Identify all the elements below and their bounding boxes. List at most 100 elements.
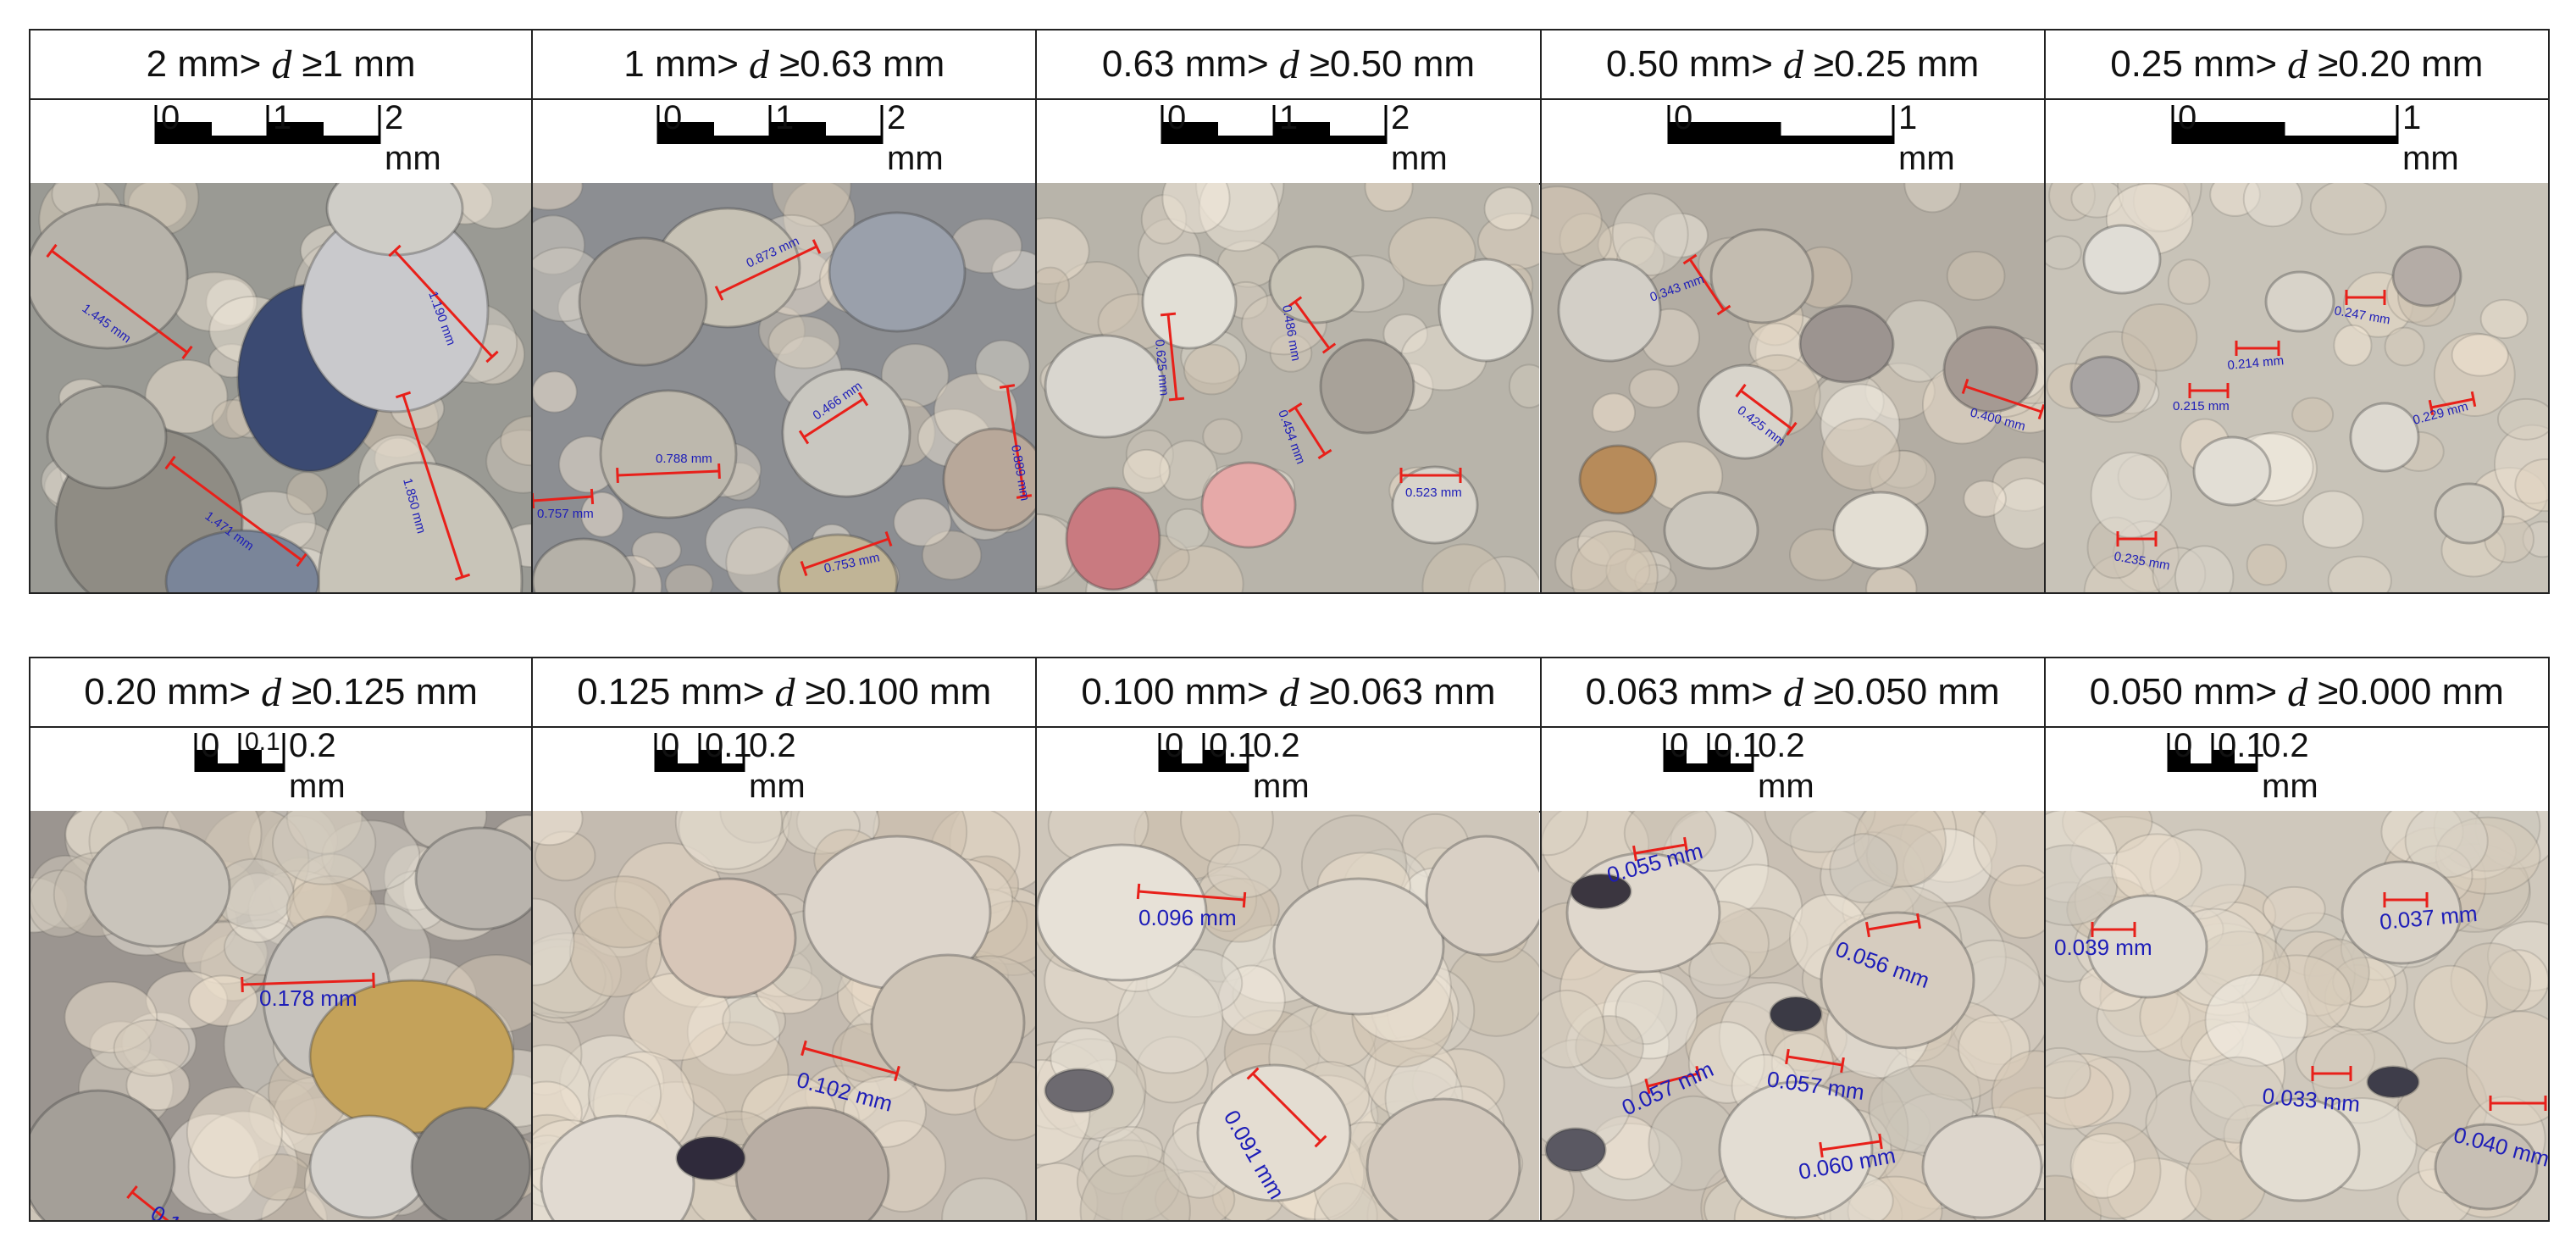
sample-panel: 0.100 mm> d ≥0.063 mm 0 0.1 0.2 mm 0.096 mm 0.…: [1037, 657, 1542, 1222]
measurement-label: 0.096 mm: [1138, 905, 1237, 930]
scale-bar-segment: [1182, 763, 1205, 772]
title-variable: d: [1772, 42, 1814, 87]
scale-bar-segment: [656, 750, 679, 772]
scale-bar-segment: [1686, 763, 1709, 772]
scale-tick-label: 1: [775, 99, 794, 136]
sand-grain: [1820, 911, 1975, 1050]
sample-panel: 0.063 mm> d ≥0.050 mm 0 0.1 0.2 mm 0.055 mm 0.…: [1541, 657, 2046, 1222]
sand-grain: [1319, 338, 1415, 435]
scale-tick-label: 1: [1279, 99, 1298, 136]
scale-tick-label: 0: [661, 727, 679, 764]
panel-row-1: 2 mm> d ≥1 mm 0 1 2 mm 1.445 mm 1.190 mm 1.471 …: [29, 29, 2550, 594]
title-range-lower: ≥0.63 mm: [778, 43, 945, 85]
scale-tick-label: 0: [2178, 99, 2197, 136]
micrograph-photo: 0.343 mm 0.425 mm 0.400 mm: [1541, 183, 2044, 594]
sand-grain: [540, 1114, 695, 1220]
grain-measurement: 0.523 mm: [1399, 468, 1462, 500]
sand-grain: [2434, 482, 2505, 545]
sand-grain: [781, 368, 911, 498]
sand-grain: [1557, 258, 1662, 363]
title-range-lower: ≥0.050 mm: [1813, 671, 2000, 713]
scale-bar: 0 0.10.2 mm: [2167, 727, 2318, 805]
sand-grain: [1196, 1063, 1352, 1202]
scale-tick-label: 2: [1391, 99, 1410, 136]
title-variable: d: [1772, 669, 1814, 715]
scale-bar-segment: [2285, 136, 2397, 144]
sand-grain: [1578, 444, 1658, 515]
sand-grain: [1942, 325, 2039, 413]
scale-bar-segment: [2172, 122, 2285, 144]
scale-bar-cell: 0 1 mm: [2045, 97, 2548, 185]
scale-unit-label: mm: [1758, 768, 1814, 805]
panel-title: 0.50 mm> d ≥0.25 mm: [1541, 29, 2044, 100]
figure-grid: 2 mm> d ≥1 mm 0 1 2 mm 1.445 mm 1.190 mm 1.471 …: [29, 29, 2550, 1222]
sand-grain: [84, 826, 231, 948]
micrograph-photo: 0.247 mm 0.214 mm 0.215 mm 0.229 mm 0.235 mm: [2045, 183, 2548, 594]
scale-unit-label: mm: [1253, 768, 1310, 805]
scale-bar-segment: [770, 122, 827, 144]
title-variable: d: [261, 42, 302, 87]
measurement-label: 0.039 mm: [2054, 935, 2152, 960]
scale-bar-segment: [240, 750, 262, 772]
micrograph-photo: 0.096 mm 0.091 mm: [1037, 811, 1540, 1222]
grain-image: 0.055 mm0.056 mm0.057 mm 0.057 mm0.060 mm: [1541, 811, 2044, 1220]
scale-bar-segment: [700, 750, 723, 772]
scale-tick-label: 0: [663, 99, 682, 136]
sand-grain: [1709, 228, 1814, 325]
title-range-upper: 0.125 mm>: [577, 671, 765, 713]
scale-tick-label: 0: [1165, 727, 1183, 764]
sand-grain: [1832, 491, 1929, 570]
scale-bar-segment: [268, 122, 324, 144]
sand-grain: [1200, 461, 1297, 549]
scale-tick-label: 0.1: [2218, 727, 2265, 764]
scale-bar: 0 1 mm: [1667, 99, 1954, 177]
sand-grain: [1065, 486, 1161, 591]
scale-bar-segment: [262, 763, 284, 772]
sand-grain: [1438, 258, 1534, 363]
panel-row-2: 0.20 mm> d ≥0.125 mm 0 0.1 0.2 mm 0.178 mm 0.1…: [29, 657, 2550, 1222]
scale-bar-segment: [324, 136, 379, 144]
grain-measurement: 0.625 mm: [1152, 312, 1185, 402]
scale-tick-label: 0.2: [749, 727, 796, 764]
measurement-label: 0.215 mm: [2173, 399, 2230, 413]
panel-title: 0.100 mm> d ≥0.063 mm: [1037, 657, 1540, 728]
sand-grain: [675, 1135, 746, 1181]
sand-grain: [599, 389, 738, 519]
sand-grain: [1044, 334, 1166, 439]
micrograph-photo: 0.873 mm 0.466 mm 0.889 mm 0.788 mm 0.753 mm…: [533, 183, 1036, 594]
scale-bar-segment: [1730, 763, 1753, 772]
scale-bar: 0 0.10.2 mm: [1158, 727, 1310, 805]
title-range-upper: 2 mm>: [146, 43, 262, 85]
scale-bar-segment: [1204, 750, 1227, 772]
sand-grain: [1272, 877, 1445, 1016]
sand-grain: [410, 1106, 532, 1220]
sand-grain: [1718, 1080, 1874, 1219]
sample-panel: 0.050 mm> d ≥0.000 mm 0 0.1 0.2 mm 0.039 mm 0.…: [2045, 657, 2550, 1222]
scale-tick-label: 1: [273, 99, 291, 136]
scale-bar: 0 0.10.2 mm: [1663, 727, 1814, 805]
title-variable: d: [2277, 669, 2318, 715]
scale-bar-segment: [156, 122, 212, 144]
sand-grain: [2434, 1123, 2539, 1211]
sand-grain: [2349, 402, 2420, 473]
scale-unit-label: mm: [1391, 140, 1448, 177]
scale-bar-segment: [678, 763, 701, 772]
sample-panel: 0.125 mm> d ≥0.100 mm 0 0.1 0.2 mm 0.102 mm: [533, 657, 1038, 1222]
scale-unit-label: mm: [887, 140, 944, 177]
sand-grain: [1037, 843, 1208, 982]
scale-tick-label: 0: [1167, 99, 1186, 136]
scale-unit-label: mm: [2402, 140, 2459, 177]
sample-panel: 0.20 mm> d ≥0.125 mm 0 0.1 0.2 mm 0.178 mm 0.1: [29, 657, 534, 1222]
scale-tick-label: 0.1: [245, 728, 280, 756]
title-range-upper: 0.063 mm>: [1585, 671, 1773, 713]
scale-tick-label: 0: [161, 99, 180, 136]
panel-title: 0.25 mm> d ≥0.20 mm: [2045, 29, 2548, 100]
scale-bar-segment: [1781, 136, 1893, 144]
sand-grain: [1769, 996, 1823, 1033]
measurement-label: 0.757 mm: [537, 507, 594, 521]
title-variable: d: [1268, 669, 1310, 715]
title-variable: d: [251, 669, 292, 715]
scale-unit-label: mm: [749, 768, 806, 805]
micrograph-photo: 0.055 mm 0.056 mm 0.057 mm 0.057 mm 0.060 mm: [1541, 811, 2044, 1222]
scale-tick-label: 0.2: [1758, 727, 1805, 764]
